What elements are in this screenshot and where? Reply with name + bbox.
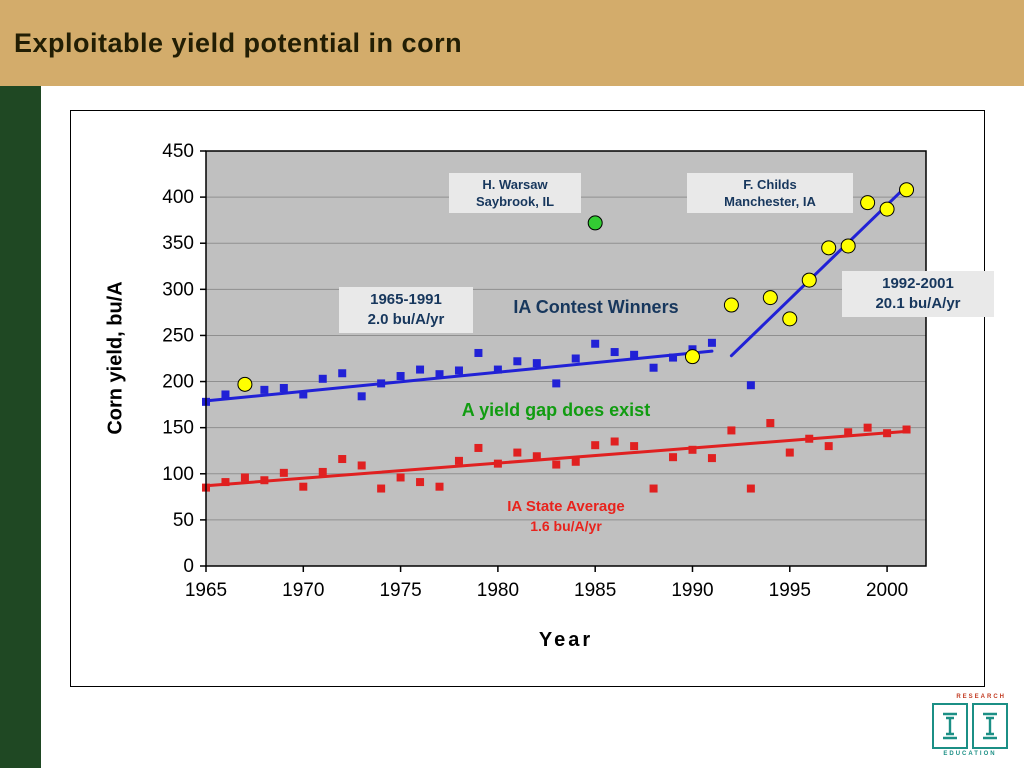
chart-frame: 0 50 100 150 200 250 300 350 400 450 1965 1970 1975 1… bbox=[70, 110, 994, 687]
svg-text:2000: 2000 bbox=[866, 580, 908, 601]
slide-title-bar: Exploitable yield potential in corn bbox=[0, 0, 1024, 86]
annotation-line: Saybrook, IL bbox=[475, 194, 555, 210]
svg-text:1985: 1985 bbox=[574, 580, 616, 601]
ppi-pillar-icon bbox=[932, 702, 968, 749]
svg-text:350: 350 bbox=[162, 233, 194, 254]
annotation-line: 1992-2001 bbox=[882, 275, 954, 292]
svg-text:250: 250 bbox=[162, 325, 194, 346]
annotation-state-average: IA State Average 1.6 bu/A/yr bbox=[454, 497, 678, 535]
svg-text:1980: 1980 bbox=[477, 580, 519, 601]
svg-text:1990: 1990 bbox=[671, 580, 713, 601]
annotation-contest-winners: IA Contest Winners bbox=[484, 296, 708, 320]
corn-yield-chart: 0 50 100 150 200 250 300 350 400 450 1965 1970 1975 1… bbox=[162, 141, 927, 601]
annotation-line: H. Warsaw bbox=[482, 177, 548, 192]
logo-research-text: RESEARCH bbox=[956, 694, 1006, 701]
svg-text:100: 100 bbox=[162, 464, 194, 485]
annotation-period-1992-2001: 1992-2001 20.1 bu/A/yr bbox=[842, 271, 994, 317]
y-axis-title: Corn yield, bu/A bbox=[104, 281, 127, 435]
svg-text:50: 50 bbox=[173, 510, 194, 531]
annotation-period-1965-1991: 1965-1991 2.0 bu/A/yr bbox=[339, 287, 473, 333]
annotation-line: 20.1 bu/A/yr bbox=[875, 294, 961, 312]
svg-text:1965: 1965 bbox=[185, 580, 227, 601]
x-axis-title: Year bbox=[538, 629, 594, 651]
logo-education-text: EDUCATION bbox=[943, 750, 997, 757]
annotation-line: A yield gap does exist bbox=[461, 400, 651, 420]
svg-text:150: 150 bbox=[162, 418, 194, 439]
svg-text:1970: 1970 bbox=[282, 580, 324, 601]
left-stripe-decoration bbox=[0, 86, 41, 768]
annotation-yield-gap: A yield gap does exist bbox=[414, 399, 698, 423]
annotation-line: 2.0 bu/A/yr bbox=[367, 310, 445, 328]
annotation-f-childs: F. Childs Manchester, IA bbox=[687, 173, 853, 214]
annotation-line: 1.6 bu/A/yr bbox=[530, 517, 602, 534]
svg-text:200: 200 bbox=[162, 372, 194, 393]
annotation-line: 1965-1991 bbox=[370, 291, 442, 308]
annotation-line: F. Childs bbox=[743, 177, 797, 192]
svg-text:300: 300 bbox=[162, 279, 194, 300]
logo-pillars bbox=[928, 702, 1012, 749]
svg-text:400: 400 bbox=[162, 187, 194, 208]
svg-text:1995: 1995 bbox=[769, 580, 811, 601]
annotation-line: IA State Average bbox=[507, 498, 625, 515]
annotation-line: IA Contest Winners bbox=[513, 297, 679, 317]
annotation-h-warsaw: H. Warsaw Saybrook, IL bbox=[449, 173, 581, 214]
slide-title: Exploitable yield potential in corn bbox=[14, 27, 463, 58]
svg-text:450: 450 bbox=[162, 141, 194, 162]
svg-text:0: 0 bbox=[183, 556, 194, 577]
svg-text:1975: 1975 bbox=[379, 580, 421, 601]
ppic-pillar-icon bbox=[972, 702, 1008, 749]
annotation-line: Manchester, IA bbox=[724, 194, 816, 210]
ppi-logo: RESEARCH EDUCATION bbox=[928, 693, 1012, 758]
